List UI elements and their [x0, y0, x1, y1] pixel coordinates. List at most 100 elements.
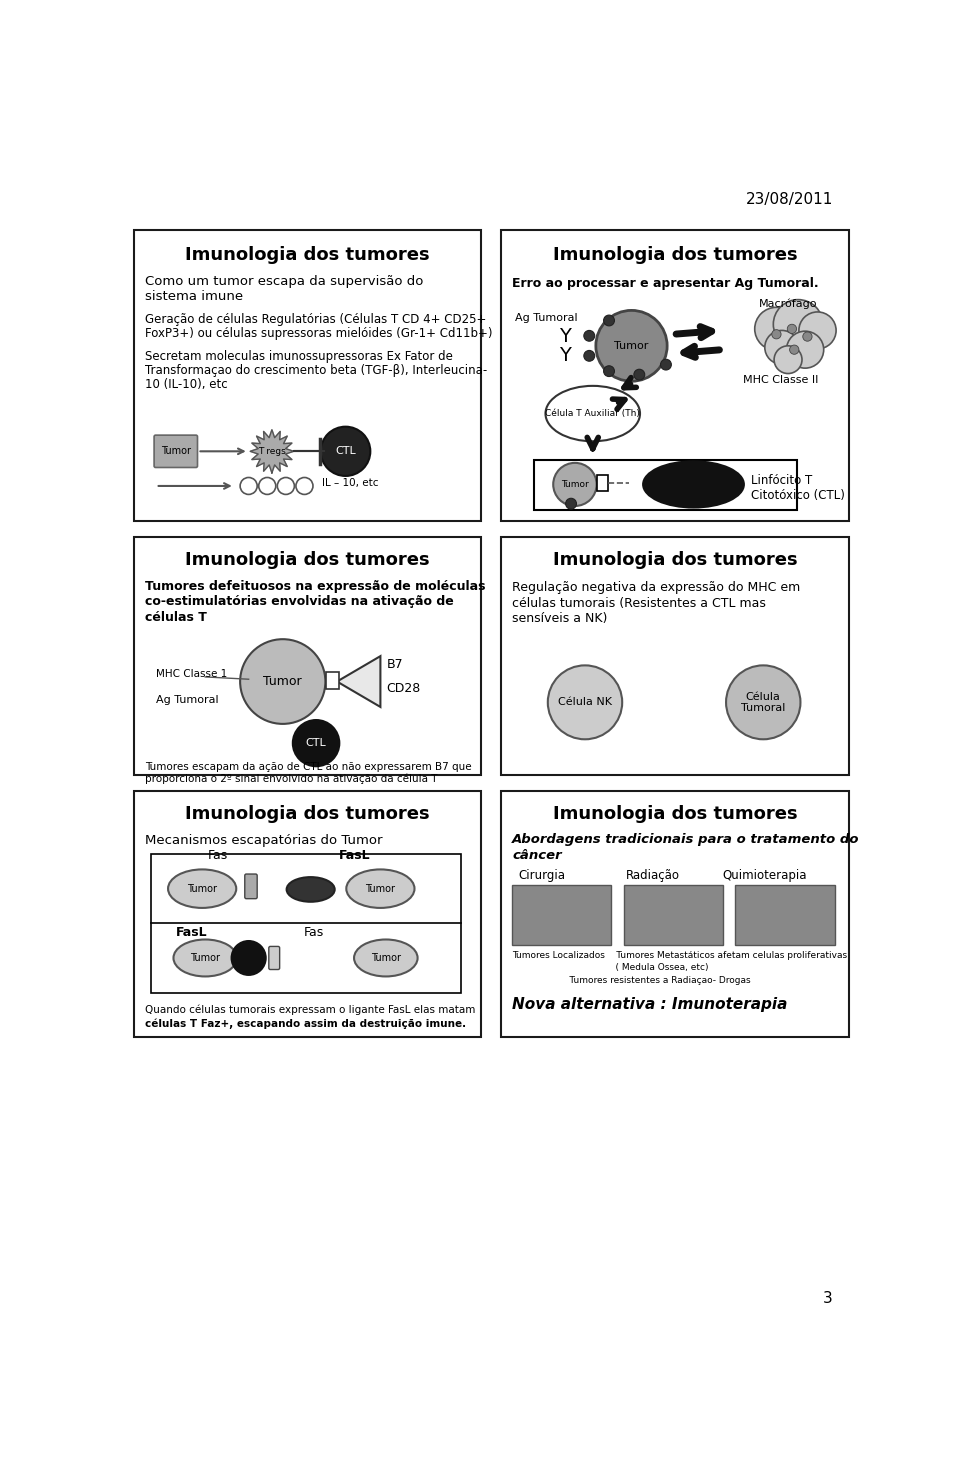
Circle shape — [240, 639, 325, 724]
Text: células T Faz+, escapando assim da destruição imune.: células T Faz+, escapando assim da destr… — [145, 1019, 466, 1029]
Bar — [134, 230, 481, 522]
Text: T regs: T regs — [258, 446, 286, 455]
Text: Y: Y — [559, 328, 571, 346]
Text: Citotóxico (CTL): Citotóxico (CTL) — [751, 489, 845, 503]
Text: Tumor: Tumor — [371, 954, 401, 962]
Text: MHC Classe II: MHC Classe II — [743, 375, 818, 386]
Text: CD28: CD28 — [387, 682, 420, 694]
Text: 3: 3 — [824, 1292, 833, 1307]
Bar — [501, 537, 849, 776]
Text: Imunologia dos tumores: Imunologia dos tumores — [553, 805, 797, 823]
Text: 10 (IL-10), etc: 10 (IL-10), etc — [145, 378, 228, 392]
Text: Quando células tumorais expressam o ligante FasL elas matam: Quando células tumorais expressam o liga… — [145, 1005, 475, 1016]
Ellipse shape — [174, 940, 237, 976]
Text: 23/08/2011: 23/08/2011 — [746, 191, 833, 206]
Circle shape — [755, 307, 798, 350]
Text: Y: Y — [559, 346, 571, 365]
Text: co-estimulatórias envolvidas na ativação de: co-estimulatórias envolvidas na ativação… — [145, 595, 453, 608]
Text: Tumores resistentes a Radiaçao- Drogas: Tumores resistentes a Radiaçao- Drogas — [512, 976, 751, 985]
FancyBboxPatch shape — [245, 873, 257, 899]
Circle shape — [293, 721, 339, 767]
Text: Secretam moleculas imunossupressoras Ex Fator de: Secretam moleculas imunossupressoras Ex … — [145, 350, 453, 363]
Circle shape — [660, 359, 671, 371]
Text: Ag Tumoral: Ag Tumoral — [156, 694, 218, 704]
Text: Macrófago: Macrófago — [758, 298, 817, 308]
Text: células tumorais (Resistentes a CTL mas: células tumorais (Resistentes a CTL mas — [512, 596, 766, 610]
Circle shape — [553, 463, 596, 506]
Text: sensíveis a NK): sensíveis a NK) — [512, 612, 608, 626]
Text: CTL: CTL — [335, 446, 356, 457]
Text: Célula NK: Célula NK — [558, 697, 612, 707]
Ellipse shape — [347, 869, 415, 908]
Text: Tumor: Tumor — [187, 884, 217, 894]
Circle shape — [231, 942, 266, 974]
Text: sistema imune: sistema imune — [145, 291, 243, 304]
Bar — [501, 790, 849, 1037]
Circle shape — [565, 498, 576, 509]
Bar — [151, 854, 461, 992]
Ellipse shape — [545, 386, 640, 442]
Text: Célula
Tumoral: Célula Tumoral — [741, 691, 785, 713]
Text: Fas: Fas — [207, 848, 228, 862]
Text: Transformaçao do crescimento beta (TGF-β), Interleucina-: Transformaçao do crescimento beta (TGF-β… — [145, 365, 487, 377]
Text: ( Medula Ossea, etc): ( Medula Ossea, etc) — [512, 964, 708, 973]
Text: Cirurgia: Cirurgia — [518, 869, 565, 882]
Text: Célula T Auxiliar (Th): Célula T Auxiliar (Th) — [545, 409, 640, 418]
Ellipse shape — [168, 869, 236, 908]
Text: Fas: Fas — [303, 925, 324, 939]
Text: Tumor: Tumor — [161, 446, 191, 457]
Circle shape — [584, 350, 594, 362]
Text: Tumores Localizados    Tumores Metastáticos afetam celulas proliferativas: Tumores Localizados Tumores Metastáticos… — [512, 951, 848, 960]
Text: câncer: câncer — [512, 850, 562, 863]
FancyBboxPatch shape — [269, 946, 279, 970]
Ellipse shape — [287, 876, 335, 902]
Circle shape — [787, 325, 797, 334]
Bar — [134, 790, 481, 1037]
Circle shape — [786, 331, 824, 368]
Text: Linfócito T: Linfócito T — [751, 473, 812, 486]
Text: Tumor: Tumor — [366, 884, 396, 894]
Text: Como um tumor escapa da supervisão do: Como um tumor escapa da supervisão do — [145, 274, 423, 288]
Text: Imunologia dos tumores: Imunologia dos tumores — [553, 550, 797, 568]
Text: Tumor: Tumor — [263, 675, 302, 688]
Circle shape — [321, 427, 371, 476]
Bar — [134, 537, 481, 776]
Text: CTL: CTL — [305, 739, 326, 747]
Text: B7: B7 — [387, 658, 403, 672]
Text: Imunologia dos tumores: Imunologia dos tumores — [553, 246, 797, 264]
Text: células T: células T — [145, 611, 206, 624]
Text: Mecanismos escapatórias do Tumor: Mecanismos escapatórias do Tumor — [145, 833, 382, 847]
Ellipse shape — [643, 461, 744, 507]
Text: Tumor: Tumor — [190, 954, 220, 962]
Text: Tumor: Tumor — [614, 341, 649, 351]
Text: Ag Tumoral: Ag Tumoral — [516, 313, 578, 323]
Text: FoxP3+) ou células supressoras mielóides (Gr-1+ Cd11b+): FoxP3+) ou células supressoras mielóides… — [145, 328, 492, 340]
Text: Geração de células Regulatórias (Células T CD 4+ CD25+: Geração de células Regulatórias (Células… — [145, 313, 486, 326]
Text: Quimioterapia: Quimioterapia — [723, 869, 807, 882]
Text: Imunologia dos tumores: Imunologia dos tumores — [185, 246, 430, 264]
Text: proporciona o 2º sinal envolvido na ativação da célula T: proporciona o 2º sinal envolvido na ativ… — [145, 774, 438, 785]
Text: FasL: FasL — [339, 848, 371, 862]
Bar — [326, 672, 339, 690]
FancyBboxPatch shape — [155, 435, 198, 467]
Text: Imunologia dos tumores: Imunologia dos tumores — [185, 805, 430, 823]
Text: Imunologia dos tumores: Imunologia dos tumores — [185, 550, 430, 568]
Circle shape — [772, 329, 781, 340]
Bar — [735, 885, 834, 945]
Text: FasL: FasL — [177, 925, 208, 939]
Circle shape — [604, 366, 614, 377]
Circle shape — [604, 314, 614, 326]
Circle shape — [774, 300, 823, 349]
Text: Tumores escapam da ação de CTL ao não expressarem B7 que: Tumores escapam da ação de CTL ao não ex… — [145, 762, 471, 771]
Circle shape — [789, 346, 799, 354]
Bar — [512, 885, 612, 945]
Bar — [624, 885, 723, 945]
Bar — [597, 475, 609, 491]
Text: Erro ao processar e apresentar Ag Tumoral.: Erro ao processar e apresentar Ag Tumora… — [512, 276, 819, 289]
Polygon shape — [337, 655, 380, 707]
Circle shape — [774, 346, 802, 374]
Bar — [501, 230, 849, 522]
Text: Tumores defeituosos na expressão de moléculas: Tumores defeituosos na expressão de molé… — [145, 580, 486, 593]
Ellipse shape — [354, 940, 418, 976]
Bar — [534, 460, 798, 510]
